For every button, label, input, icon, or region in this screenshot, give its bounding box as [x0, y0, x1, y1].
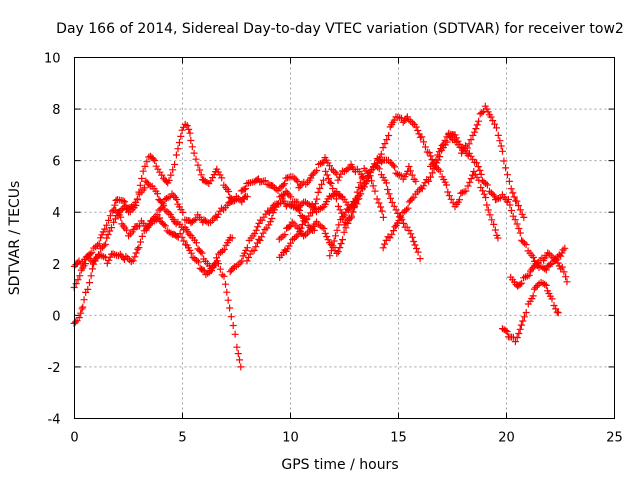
- plus-markers: [243, 187, 361, 265]
- y-axis-label: SDTVAR / TECUs: [7, 181, 23, 296]
- x-tick-label: 0: [70, 431, 78, 446]
- plus-markers: [379, 102, 528, 252]
- plus-markers: [71, 120, 240, 270]
- y-tick-label: 10: [44, 52, 61, 67]
- y-tick-label: 6: [52, 155, 60, 170]
- plot-frame: [74, 57, 615, 419]
- series-track-1: [71, 120, 240, 270]
- y-tick-label: 8: [52, 103, 60, 118]
- series-track-11: [373, 113, 502, 242]
- y-tick-label: 4: [52, 206, 60, 221]
- series-track-12: [379, 102, 528, 252]
- plus-markers: [237, 154, 368, 195]
- data-series: [70, 102, 571, 371]
- y-tick-labels: -4 -2 0 2 4 6 8 10: [44, 52, 61, 428]
- plus-markers: [70, 177, 245, 371]
- x-tick-label: 5: [178, 431, 186, 446]
- series-track-4: [112, 206, 236, 279]
- plus-markers: [373, 113, 502, 242]
- x-axis-label: GPS time / hours: [281, 457, 398, 473]
- y-tick-label: -4: [48, 413, 61, 428]
- plus-markers: [499, 279, 562, 346]
- y-tick-label: 0: [52, 309, 60, 324]
- axis-ticks: [74, 57, 615, 419]
- series-track-5: [237, 154, 368, 195]
- x-tick-label: 20: [498, 431, 515, 446]
- chart-title: Day 166 of 2014, Sidereal Day-to-day VTE…: [56, 21, 624, 37]
- x-tick-label: 10: [282, 431, 299, 446]
- plus-markers: [112, 206, 236, 279]
- x-tick-label: 15: [390, 431, 407, 446]
- x-tick-label: 25: [606, 431, 623, 446]
- plus-markers: [507, 249, 571, 290]
- grid-lines: [74, 57, 615, 419]
- y-tick-label: -2: [48, 361, 61, 376]
- series-track-15: [499, 279, 562, 346]
- series-track-7: [243, 187, 361, 265]
- x-tick-labels: 0 5 10 15 20 25: [70, 431, 622, 446]
- series-track-14: [507, 249, 571, 290]
- series-track-2: [70, 177, 245, 371]
- y-tick-label: 2: [52, 258, 60, 273]
